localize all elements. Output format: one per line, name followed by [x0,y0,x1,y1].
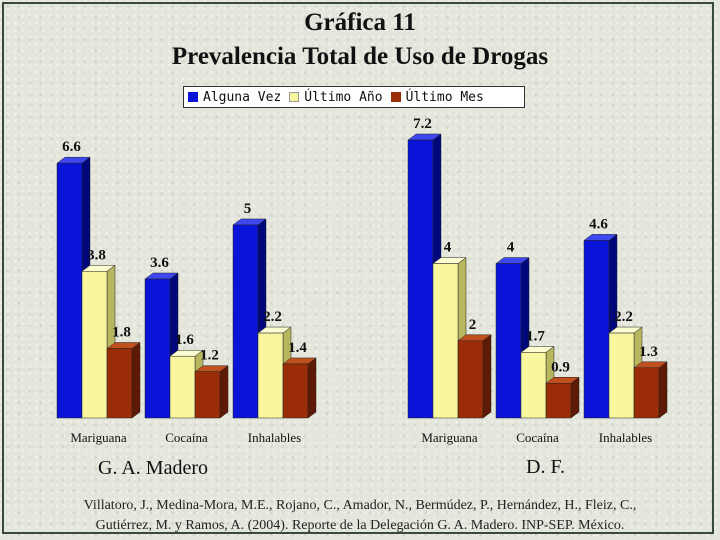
bar-0-1-2 [194,365,229,419]
bar-front [169,355,196,419]
bar-0-0-0 [56,156,91,419]
data-label: 2.2 [614,309,633,325]
bar-front [407,139,434,419]
bar-front [56,162,83,419]
data-label: 7.2 [413,116,432,132]
data-label: 3.6 [150,255,169,271]
data-label: 1.3 [639,344,658,360]
bar-front [495,263,522,419]
group-title-ga-madero: G. A. Madero [98,457,208,479]
data-label: 1.4 [288,340,307,356]
legend-item-ultimo-mes: Último Mes [390,89,484,105]
bar-0-1-0 [144,272,179,419]
legend-item-ultimo-ano: Último Año [289,89,383,105]
bar-front [432,263,459,419]
data-label: 2.2 [263,309,282,325]
legend-label-ultimo-ano: Último Año [304,89,383,105]
data-label: 1.7 [526,328,545,344]
bar-front [583,240,610,419]
category-label: Mariguana [421,430,478,445]
data-label: 1.8 [112,325,131,341]
data-label: 4.6 [589,216,608,232]
data-label: 0.9 [551,359,570,375]
bar-front [457,340,484,419]
bar-side [482,334,492,419]
chart-frame [2,2,714,534]
bar-front [144,278,171,419]
category-label: Cocaína [165,430,208,445]
bar-1-2-2 [633,361,668,419]
source-citation: Villatoro, J., Medina-Mora, M.E., Rojano… [0,496,720,536]
bar-front [106,348,133,419]
source-line-2: Gutiérrez, M. y Ramos, A. (2004). Report… [95,518,625,533]
bar-front [232,224,259,419]
bar-0-2-2 [282,357,317,419]
data-label: 4 [507,240,515,256]
data-label: 2 [469,317,477,333]
legend-label-ultimo-mes: Último Mes [405,89,484,105]
bar-front [257,332,284,419]
bar-front [545,383,572,419]
bar-front [633,367,660,419]
legend-swatch-ultimo-ano [289,92,300,102]
data-label: 3.8 [87,247,106,263]
bar-front [194,371,221,419]
bar-side [131,342,141,419]
bar-side [658,361,668,419]
bar-0-0-2 [106,342,141,419]
chart-legend: Alguna Vez Último Año Último Mes [183,86,525,108]
chart-title: Gráfica 11 [304,9,416,36]
group-title-df: D. F. [526,456,565,478]
source-line-1: Villatoro, J., Medina-Mora, M.E., Rojano… [83,498,637,513]
legend-swatch-alguna-vez [188,92,198,102]
category-label: Cocaína [516,430,559,445]
bar-1-1-2 [545,376,580,419]
chart-subtitle: Prevalencia Total de Uso de Drogas [171,43,549,70]
bar-1-0-2 [457,334,492,419]
bar-front [520,352,547,419]
category-label: Inhalables [599,430,652,445]
legend-item-alguna-vez: Alguna Vez [188,90,281,105]
data-label: 6.6 [62,139,81,155]
bar-front [608,332,635,419]
bar-front [282,363,309,419]
bar-front [81,271,108,419]
legend-label-alguna-vez: Alguna Vez [203,89,282,105]
data-label: 5 [244,201,252,217]
bar-side [307,357,317,419]
legend-swatch-ultimo-mes [390,92,401,102]
data-label: 1.6 [175,332,194,348]
data-label: 4 [444,240,452,256]
bar-side [570,376,580,419]
bar-side [219,365,229,419]
category-label: Mariguana [70,430,127,445]
data-label: 1.2 [200,348,219,364]
category-label: Inhalables [248,430,301,445]
